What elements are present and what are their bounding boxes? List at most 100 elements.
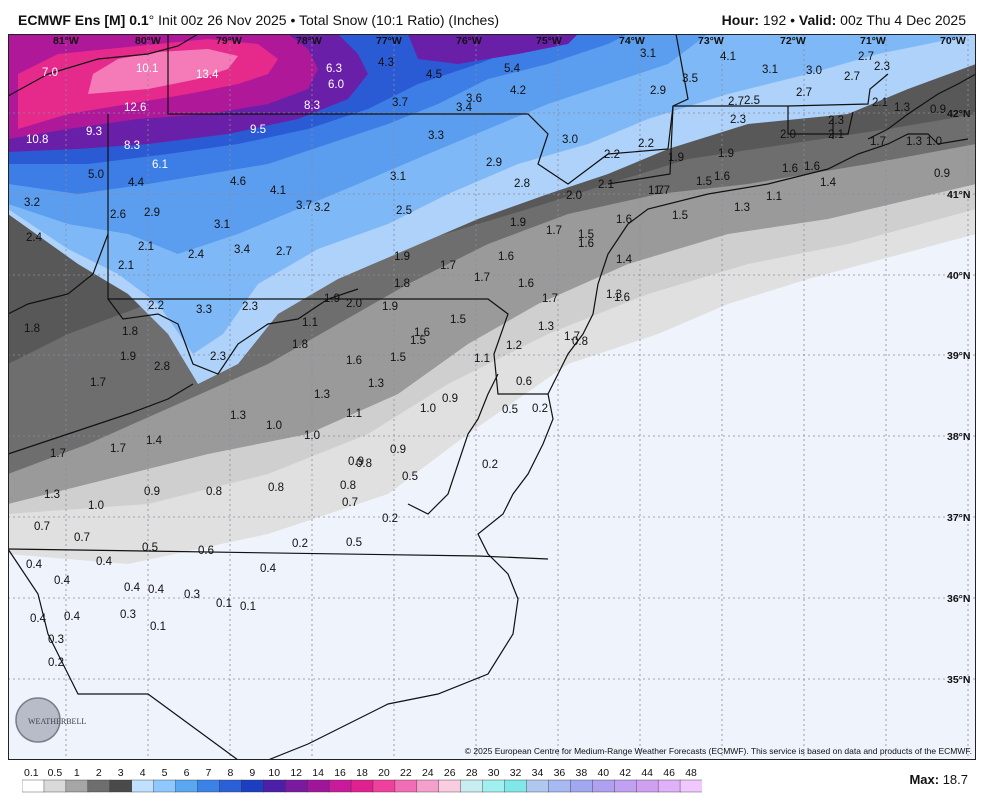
snowfall-value: 1.0 <box>926 136 942 148</box>
snowfall-value: 1.7 <box>474 272 490 284</box>
snowfall-value: 0.8 <box>572 336 588 348</box>
snowfall-value: 10.8 <box>26 134 48 146</box>
lon-label: 71°W <box>860 35 886 47</box>
snowfall-value: 1.0 <box>304 430 320 442</box>
scale-swatch <box>175 779 199 793</box>
snowfall-value: 0.4 <box>54 575 71 587</box>
lon-label: 72°W <box>780 35 806 47</box>
logo-text: WEATHERBELL <box>28 717 86 726</box>
snowfall-value: 0.2 <box>48 657 64 669</box>
snowfall-value: 3.7 <box>296 200 312 212</box>
scale-swatch <box>197 779 221 793</box>
snowfall-value: 2.3 <box>874 61 890 73</box>
snowfall-value: 0.4 <box>30 613 47 625</box>
scale-swatch <box>22 779 45 793</box>
scale-swatch <box>65 779 89 793</box>
snowfall-value: 1.6 <box>714 171 730 183</box>
degree-symbol: ° <box>148 12 155 28</box>
lat-label: 40°N <box>947 270 970 282</box>
scale-label: 36 <box>554 767 566 779</box>
valid-label: Valid: <box>798 12 837 28</box>
scale-label: 9 <box>249 767 255 779</box>
snowfall-value: 1.9 <box>394 251 410 263</box>
snowfall-value: 2.2 <box>148 300 164 312</box>
snowfall-value: 0.9 <box>144 486 160 498</box>
scale-label: 28 <box>466 767 478 779</box>
snowfall-value: 0.1 <box>150 621 166 633</box>
scale-label: 24 <box>422 767 434 779</box>
model-name: ECMWF Ens [M] 0.1 <box>18 12 149 28</box>
scale-label: 4 <box>140 767 146 779</box>
snowfall-value: 1.9 <box>718 148 734 160</box>
snowfall-value: 3.4 <box>234 244 251 256</box>
snowfall-value: 3.5 <box>682 73 698 85</box>
scale-label: 16 <box>334 767 346 779</box>
scale-swatch <box>328 779 352 793</box>
snowfall-value: 10.1 <box>136 63 158 75</box>
snowfall-value: 0.4 <box>124 582 141 594</box>
map-title: ECMWF Ens [M] 0.1° Init 00z 26 Nov 2025 … <box>18 12 499 28</box>
snowfall-value: 2.3 <box>828 115 844 127</box>
snowfall-value: 3.6 <box>466 93 482 105</box>
snowfall-value: 1.3 <box>606 289 622 301</box>
snowfall-value: 2.1 <box>872 97 888 109</box>
scale-swatch <box>526 779 550 793</box>
snowfall-value: 2.9 <box>144 207 160 219</box>
snowfall-value: 0.9 <box>390 444 406 456</box>
valid-time: Hour: 192 • Valid: 00z Thu 4 Dec 2025 <box>722 12 966 28</box>
snowfall-value: 1.0 <box>266 420 282 432</box>
snowfall-value: 1.7 <box>542 293 558 305</box>
snowfall-value: 2.1 <box>118 260 134 272</box>
snowfall-value: 3.7 <box>392 97 408 109</box>
snowfall-value: 6.3 <box>326 63 342 75</box>
snowfall-value: 0.9 <box>442 393 458 405</box>
snowfall-value: 1.7 <box>870 136 886 148</box>
snowfall-value: 1.3 <box>44 489 60 501</box>
scale-label: 30 <box>488 767 500 779</box>
snowfall-value: 2.7 <box>796 87 812 99</box>
snowfall-value: 6.0 <box>328 79 344 91</box>
scale-label: 18 <box>356 767 368 779</box>
lat-lon-grid <box>8 34 976 760</box>
weatherbell-logo: WEATHERBELL <box>15 697 86 743</box>
lat-label: 42°N <box>947 108 970 120</box>
snowfall-value: 4.2 <box>510 85 526 97</box>
scale-swatch <box>548 779 572 793</box>
scale-swatch <box>635 779 659 793</box>
max-value: Max: 18.7 <box>909 772 968 787</box>
snowfall-value: 1.5 <box>450 314 466 326</box>
snowfall-value: 1.1 <box>766 191 782 203</box>
snowfall-value: 2.3 <box>730 114 746 126</box>
state-borders <box>8 34 889 760</box>
snowfall-value: 0.6 <box>198 545 214 557</box>
snowfall-value: 0.4 <box>96 556 113 568</box>
snowfall-map: 81°W 80°W 79°W 78°W 77°W 76°W 75°W 74°W … <box>8 34 976 760</box>
max-label: Max: <box>909 772 940 787</box>
valid-value: 00z Thu 4 Dec 2025 <box>836 12 966 28</box>
scale-swatch <box>285 779 308 793</box>
snowfall-value: 1.3 <box>906 136 922 148</box>
snowfall-value: 0.3 <box>184 589 200 601</box>
snowfall-value: 6.1 <box>152 159 168 171</box>
snowfall-value: 1.8 <box>24 323 40 335</box>
scale-label: 34 <box>532 767 544 779</box>
scale-label: 12 <box>290 767 302 779</box>
snowfall-value: 1.6 <box>616 214 632 226</box>
snowfall-value: 1.4 <box>820 177 837 189</box>
snowfall-value: 2.9 <box>486 157 502 169</box>
snowfall-value: 0.4 <box>26 559 43 571</box>
snowfall-value: 0.4 <box>64 611 81 623</box>
snowfall-value: 2.7 <box>728 96 744 108</box>
scale-swatch <box>219 779 243 793</box>
snowfall-value: 1.6 <box>414 327 430 339</box>
scale-swatch <box>306 779 330 793</box>
snowfall-value: 1.4 <box>146 435 163 447</box>
scale-label: 38 <box>576 767 588 779</box>
snowfall-value: 1.0 <box>88 500 104 512</box>
scale-label: 1 <box>74 767 80 779</box>
snowfall-value: 2.6 <box>110 209 126 221</box>
snowfall-value: 1.2 <box>506 340 522 352</box>
lat-label: 36°N <box>947 593 970 605</box>
snowfall-value: 4.1 <box>270 185 286 197</box>
scale-swatch <box>614 779 637 793</box>
